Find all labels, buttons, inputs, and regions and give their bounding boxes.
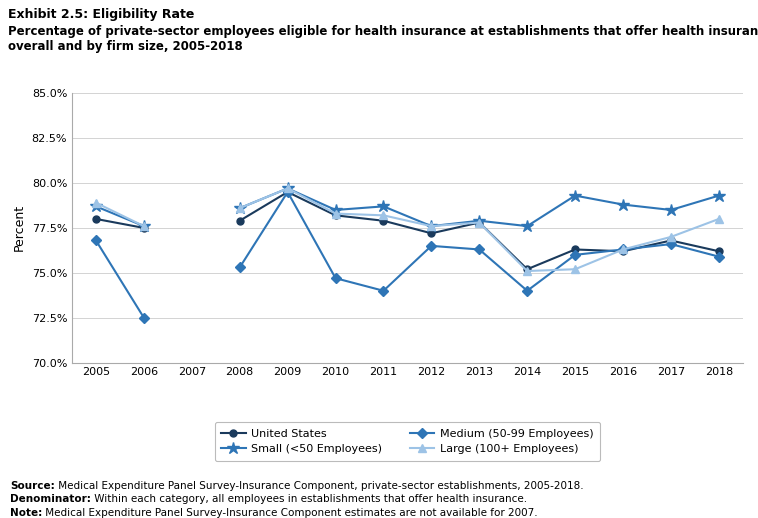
Legend: United States, Small (<50 Employees), Medium (50-99 Employees), Large (100+ Empl: United States, Small (<50 Employees), Me… xyxy=(215,422,600,461)
Small (<50 Employees) xyxy=(139,223,149,229)
Text: Medical Expenditure Panel Survey-Insurance Component, private-sector establishme: Medical Expenditure Panel Survey-Insuran… xyxy=(55,481,583,491)
Text: Source:: Source: xyxy=(10,481,55,491)
Text: Exhibit 2.5: Eligibility Rate: Exhibit 2.5: Eligibility Rate xyxy=(8,8,194,21)
Y-axis label: Percent: Percent xyxy=(13,205,26,251)
Text: Note:: Note: xyxy=(10,508,42,517)
Text: Percentage of private-sector employees eligible for health insurance at establis: Percentage of private-sector employees e… xyxy=(8,25,758,53)
Medium (50-99 Employees) xyxy=(139,314,149,321)
Text: Within each category, all employees in establishments that offer health insuranc: Within each category, all employees in e… xyxy=(91,494,527,504)
Text: Denominator:: Denominator: xyxy=(10,494,91,504)
Small (<50 Employees) xyxy=(92,203,101,209)
Line: Small (<50 Employees): Small (<50 Employees) xyxy=(89,200,150,233)
Line: United States: United States xyxy=(92,215,147,232)
Text: Medical Expenditure Panel Survey-Insurance Component estimates are not available: Medical Expenditure Panel Survey-Insuran… xyxy=(42,508,537,517)
United States xyxy=(92,216,101,222)
United States xyxy=(139,225,149,231)
Line: Medium (50-99 Employees): Medium (50-99 Employees) xyxy=(92,237,147,321)
Medium (50-99 Employees) xyxy=(92,237,101,243)
Line: Large (100+ Employees): Large (100+ Employees) xyxy=(92,198,148,231)
Large (100+ Employees) xyxy=(92,199,101,206)
Large (100+ Employees) xyxy=(139,223,149,229)
